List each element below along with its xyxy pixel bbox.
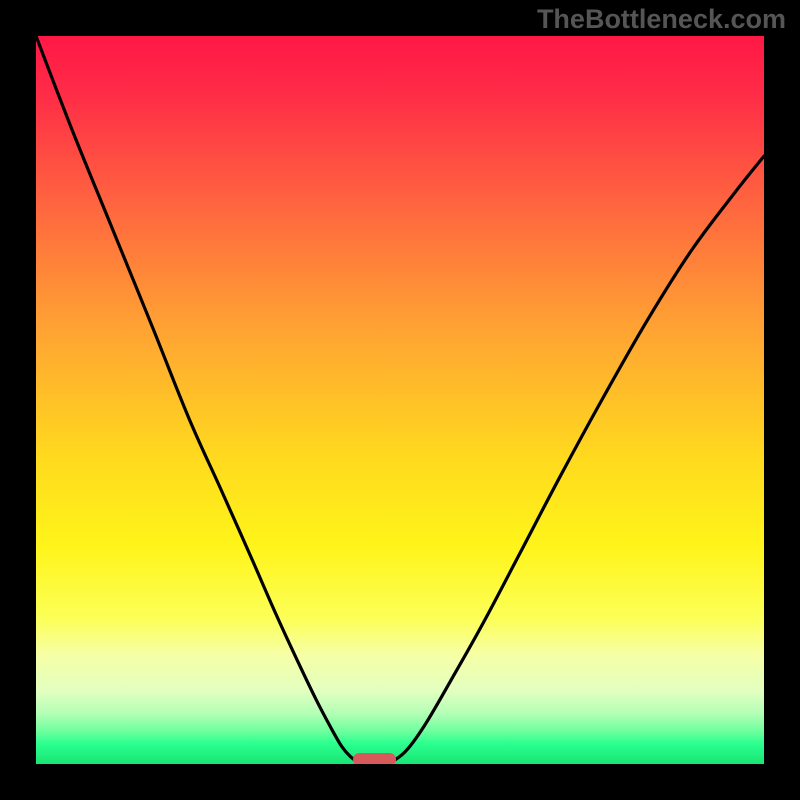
watermark-text: TheBottleneck.com	[537, 4, 786, 35]
plot-area	[36, 36, 764, 764]
bottleneck-curve	[36, 36, 764, 764]
optimum-marker	[353, 753, 397, 764]
chart-canvas: TheBottleneck.com	[0, 0, 800, 800]
